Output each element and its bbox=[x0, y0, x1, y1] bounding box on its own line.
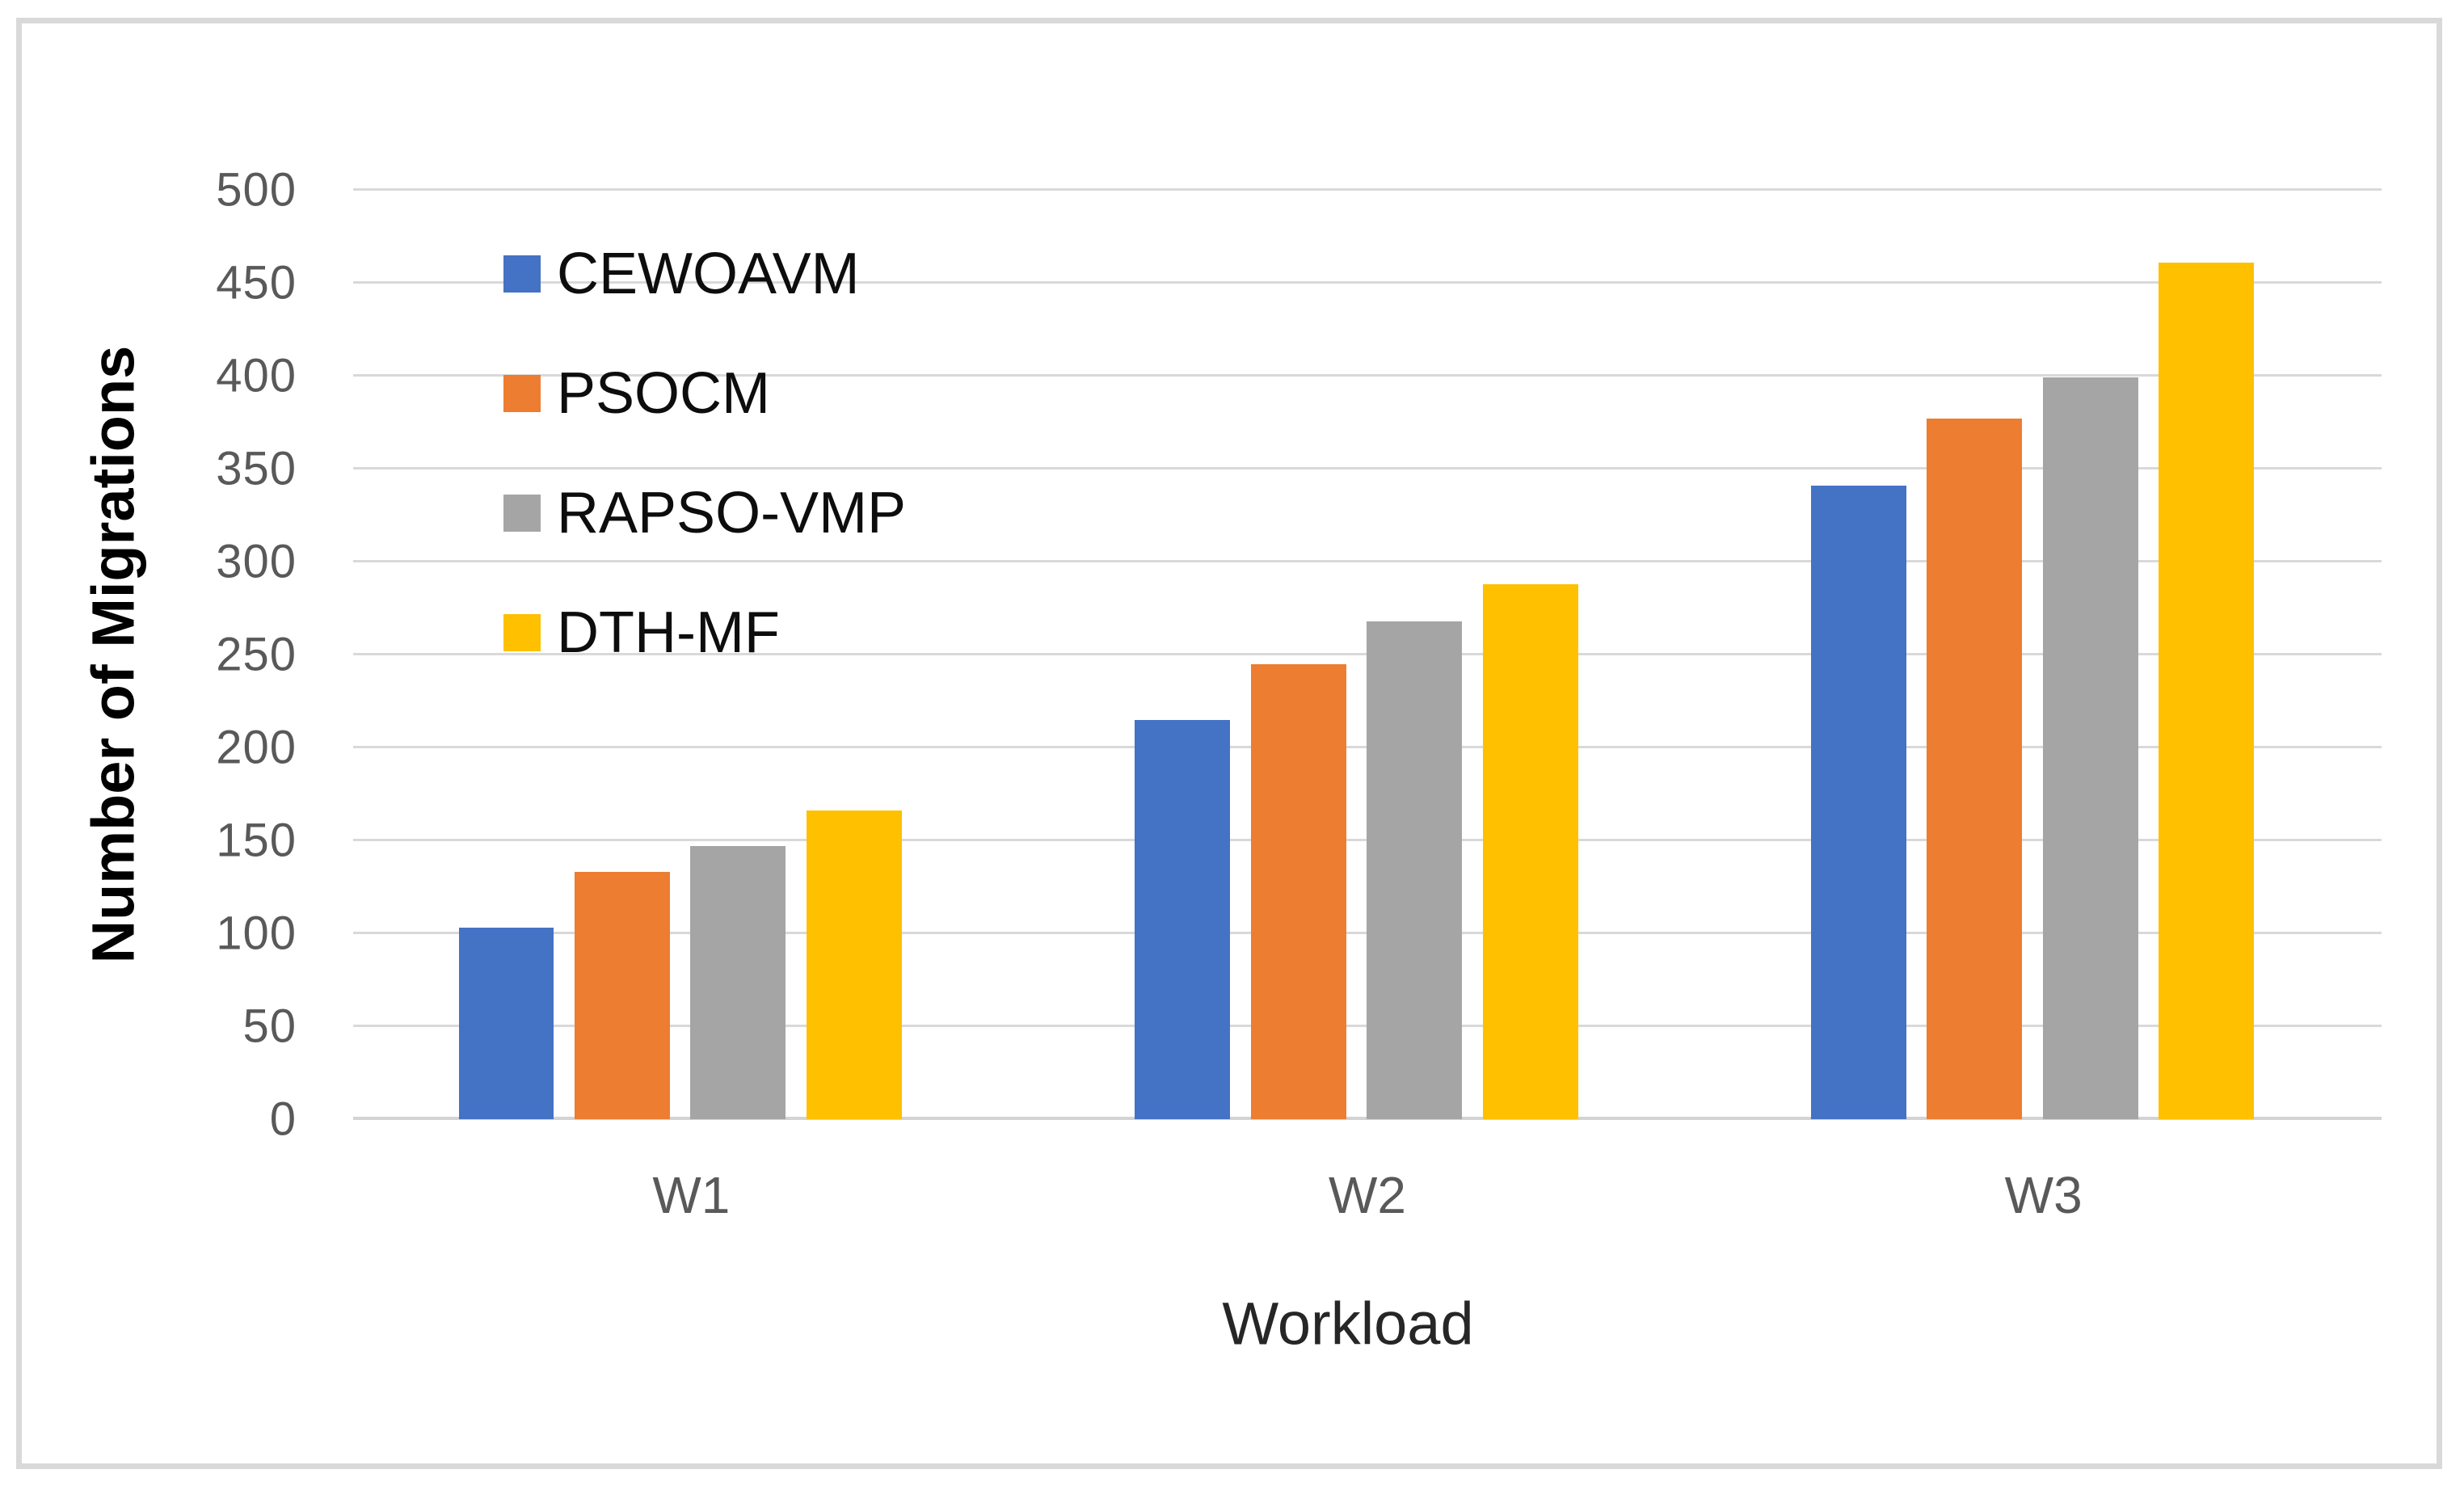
y-tick-label: 100 bbox=[216, 907, 297, 960]
x-axis-tick-labels: W1 W2 W3 bbox=[353, 1165, 2382, 1230]
y-tick-label: 250 bbox=[216, 628, 297, 681]
bar-dth-mf-w2 bbox=[1482, 583, 1578, 1119]
y-axis-tick-labels: 0 50 100 150 200 250 300 350 400 450 500 bbox=[0, 164, 297, 1146]
bar-dth-mf-w1 bbox=[806, 810, 902, 1119]
gridline bbox=[353, 188, 2382, 191]
y-tick-label: 50 bbox=[242, 1000, 297, 1053]
y-tick-label: 350 bbox=[216, 442, 297, 495]
bar-rapso-vmp-w1 bbox=[690, 845, 786, 1119]
y-tick-label: 500 bbox=[216, 163, 297, 217]
plot-area bbox=[353, 188, 2382, 1120]
y-tick-label: 0 bbox=[269, 1093, 297, 1146]
x-axis-title: Workload bbox=[1222, 1290, 1474, 1358]
bar-cewoavm-w1 bbox=[458, 928, 554, 1119]
bar-rapso-vmp-w2 bbox=[1367, 621, 1463, 1119]
gridline bbox=[353, 374, 2382, 377]
y-tick-label: 150 bbox=[216, 814, 297, 867]
bar-cewoavm-w2 bbox=[1135, 719, 1231, 1119]
bar-cewoavm-w3 bbox=[1810, 485, 1906, 1119]
gridline bbox=[353, 281, 2382, 284]
y-tick-label: 400 bbox=[216, 349, 297, 402]
x-tick-label-w2: W2 bbox=[1329, 1166, 1406, 1224]
y-tick-label: 300 bbox=[216, 535, 297, 588]
y-axis-title: Number of Migrations bbox=[79, 345, 147, 964]
bar-psocm-w3 bbox=[1927, 418, 2023, 1119]
bar-psocm-w1 bbox=[575, 872, 670, 1119]
gridline bbox=[353, 560, 2382, 562]
bar-dth-mf-w3 bbox=[2159, 262, 2255, 1119]
y-tick-label: 200 bbox=[216, 721, 297, 774]
bar-psocm-w2 bbox=[1250, 663, 1346, 1119]
gridline bbox=[353, 467, 2382, 469]
x-tick-label-w1: W1 bbox=[652, 1166, 731, 1224]
x-tick-label-w3: W3 bbox=[2004, 1166, 2083, 1224]
y-tick-label: 450 bbox=[216, 256, 297, 309]
bar-rapso-vmp-w3 bbox=[2042, 377, 2138, 1119]
